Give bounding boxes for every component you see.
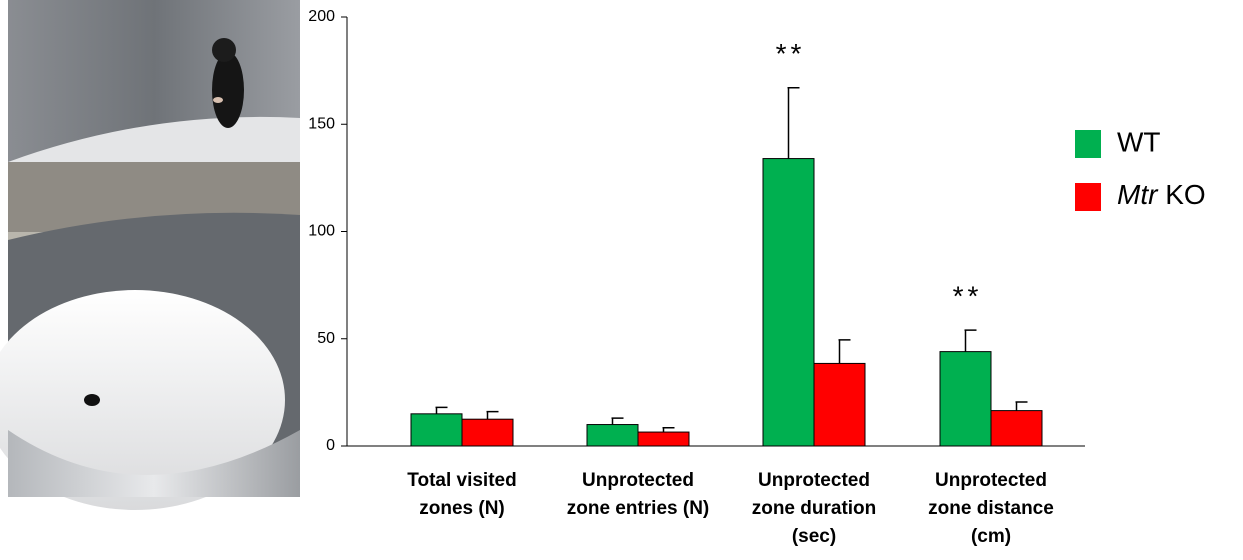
- x-tick-label: zones (N): [419, 498, 505, 519]
- error-bar: [838, 339, 851, 364]
- x-tick-label: Unprotected: [935, 470, 1047, 491]
- error-bar: [787, 87, 800, 159]
- error-bar: [611, 417, 624, 425]
- bar: [410, 413, 463, 447]
- y-tick-label: 100: [308, 223, 335, 240]
- chart: 0 50 100 150 200 Total visited zones (N) Unprot…: [308, 8, 1205, 547]
- photo-top: [8, 0, 300, 162]
- y-tick-label: 150: [308, 115, 335, 132]
- bar: [939, 351, 992, 447]
- y-tick-label: 50: [317, 330, 335, 347]
- x-tick-label: (sec): [792, 526, 836, 547]
- bar: [762, 158, 815, 447]
- annotation: **: [953, 281, 983, 312]
- photo-bottom: [0, 162, 300, 510]
- y-tick-label: 0: [326, 437, 335, 454]
- y-tick-label: 200: [308, 8, 335, 25]
- x-tick-label: Unprotected: [582, 470, 694, 491]
- annotation: **: [776, 38, 806, 69]
- bar: [461, 418, 514, 447]
- x-tick-label: zone duration: [752, 498, 877, 519]
- x-tick-label: Unprotected: [758, 470, 870, 491]
- error-bar: [964, 329, 977, 352]
- x-tick-label: Total visited: [407, 470, 516, 491]
- error-bar: [435, 406, 448, 414]
- x-tick-label: zone entries (N): [567, 498, 710, 519]
- legend-label: Mtr KO: [1117, 179, 1206, 210]
- bar: [813, 362, 866, 447]
- legend-label: WT: [1117, 126, 1161, 157]
- bar: [990, 410, 1043, 447]
- bar: [637, 431, 690, 447]
- error-bar: [1015, 401, 1028, 411]
- error-bar: [486, 410, 499, 420]
- legend-swatch: [1075, 183, 1101, 211]
- bar: [586, 424, 639, 447]
- x-tick-label: zone distance: [928, 498, 1054, 519]
- x-tick-label: (cm): [971, 526, 1011, 547]
- error-bar: [662, 427, 675, 433]
- legend-swatch: [1075, 130, 1101, 158]
